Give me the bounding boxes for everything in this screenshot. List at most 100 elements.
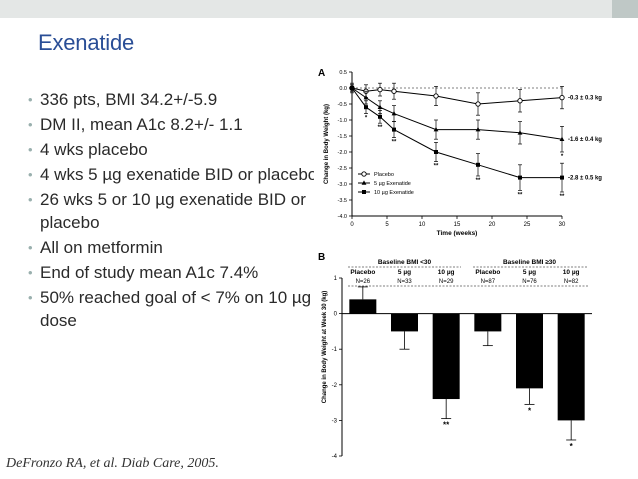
bar [432, 313, 460, 400]
bullet-item: All on metformin [28, 236, 320, 259]
significance-mark: ** [476, 178, 481, 184]
y-tick-label: -2.0 [338, 150, 347, 156]
y-axis-title: Change in Body Weight (kg) [324, 104, 330, 184]
exenatide-10-marker [362, 190, 366, 194]
bar [516, 313, 543, 389]
placebo-marker [377, 86, 383, 93]
bullet-item: 4 wks placebo [28, 138, 320, 161]
y-tick-label: -4.0 [338, 214, 347, 220]
exenatide-10-marker [350, 86, 354, 90]
legend-label: Placebo [374, 172, 394, 178]
significance-mark: * [561, 154, 564, 160]
figure: A 0.50.0-0.5-1.0-1.5-2.0-2.5-3.0-3.5-4.00… [314, 64, 632, 466]
category-label: 10 µg [563, 269, 580, 276]
significance-mark: ** [518, 192, 523, 198]
y-tick-label: -2.5 [338, 166, 347, 172]
exenatide-5-marker [377, 104, 383, 109]
bar [391, 313, 418, 332]
y-tick-label: 0.5 [339, 70, 347, 76]
significance-mark: ** [434, 164, 439, 170]
exenatide-5-marker [517, 130, 523, 135]
bullet-item: 4 wks 5 µg exenatide BID or placebo [28, 163, 320, 186]
category-label: Placebo [475, 269, 500, 276]
exenatide-5-marker [475, 127, 481, 132]
x-tick-label: 0 [350, 222, 354, 228]
y-tick-label: -3.0 [338, 182, 347, 188]
n-label: N=82 [564, 279, 579, 285]
placebo-marker [517, 98, 523, 104]
bullet-list: 336 pts, BMI 34.2+/-5.9 DM II, mean A1c … [28, 88, 320, 334]
significance-mark: ** [443, 421, 450, 430]
category-label: 5 µg [523, 269, 536, 276]
exenatide-5-marker [559, 136, 565, 141]
bar [557, 313, 585, 421]
series-end-label: -1.6 ± 0.4 kg [568, 137, 602, 143]
y-axis-title: Change in Body Weight at Week 30 (kg) [322, 291, 328, 403]
x-tick-label: 15 [454, 222, 461, 228]
y-tick-label: -0.5 [338, 102, 347, 108]
x-axis-title: Time (weeks) [437, 230, 478, 237]
series-end-label: -2.8 ± 0.5 kg [568, 176, 602, 182]
top-bar [0, 0, 638, 18]
y-tick-label: 0 [334, 312, 338, 318]
exenatide-10-marker [560, 175, 564, 180]
group-header: Baseline BMI ≥30 [503, 259, 556, 266]
placebo-marker [475, 101, 481, 107]
panel-b: B Baseline BMI <30 Baseline BMI ≥30Placebo… [318, 252, 592, 460]
legend-label: 5 µg Exenatide [374, 181, 411, 187]
exenatide-10-marker [434, 150, 438, 154]
y-tick-label: -3.5 [338, 198, 347, 204]
top-bar-accent [612, 0, 638, 18]
legend-label: 10 µg Exenatide [374, 190, 414, 196]
significance-mark: * [528, 406, 532, 415]
y-tick-label: -1.5 [338, 134, 347, 140]
significance-mark: ** [378, 125, 383, 131]
bar [349, 299, 377, 314]
exenatide-10-marker [378, 114, 382, 119]
exenatide-5-marker [391, 111, 397, 116]
series-2: *********** **-2.8 ± 0.5 kg [350, 84, 602, 200]
y-tick-label: 1 [334, 276, 338, 282]
citation: DeFronzo RA, et al. Diab Care, 2005. [6, 456, 219, 471]
category-label: Placebo [350, 269, 375, 276]
y-tick-label: -3 [332, 418, 338, 424]
bullet-item: 50% reached goal of < 7% on 10 µg dose [28, 286, 320, 332]
exenatide-10-marker [364, 105, 368, 110]
bullet-item: 336 pts, BMI 34.2+/-5.9 [28, 88, 320, 111]
panel-a: A 0.5 0.0 -0.5 -1.0 -1.5 -2.0 -2.5 -3.0 -3.5 -4.00… [318, 68, 602, 237]
significance-mark: * [365, 116, 368, 122]
series-end-label: -0.3 ± 0.3 kg [568, 96, 602, 102]
series-line [351, 87, 562, 179]
bullet-item: DM II, mean A1c 8.2+/- 1.1 [28, 113, 320, 136]
category-label: 5 µg [398, 269, 411, 276]
exenatide-5-marker [361, 180, 367, 185]
n-label: N=33 [397, 279, 412, 285]
slide-title: Exenatide [38, 30, 135, 55]
exenatide-10-marker [392, 127, 396, 132]
y-tick-label: -1 [332, 347, 338, 353]
group-header: Baseline BMI <30 [378, 259, 432, 266]
series-1: **-1.6 ± 0.4 kg [349, 84, 602, 160]
exenatide-10-marker [476, 162, 480, 167]
x-tick-label: 25 [524, 222, 531, 228]
bullet-item: 26 wks 5 or 10 µg exenatide BID or place… [28, 188, 320, 234]
exenatide-10-marker [518, 175, 522, 180]
x-tick-label: 30 [559, 222, 566, 228]
x-tick-label: 5 [385, 222, 389, 228]
n-label: N=26 [356, 279, 371, 285]
placebo-marker [559, 94, 565, 101]
panel-b-label: B [318, 252, 325, 263]
n-label: N=29 [439, 279, 454, 285]
significance-mark: ** [560, 194, 565, 200]
y-tick-label: -1.0 [338, 118, 347, 124]
y-tick-label: 0.0 [339, 86, 347, 92]
significance-mark: ** [392, 140, 397, 146]
exenatide-5-marker [433, 127, 439, 132]
exenatide-5-marker [363, 95, 369, 100]
significance-mark: * [570, 442, 574, 451]
bar [474, 313, 502, 332]
x-tick-label: 10 [419, 222, 426, 228]
n-label: N=87 [481, 279, 496, 285]
panel-a-label: A [318, 68, 325, 79]
placebo-marker [391, 88, 397, 94]
